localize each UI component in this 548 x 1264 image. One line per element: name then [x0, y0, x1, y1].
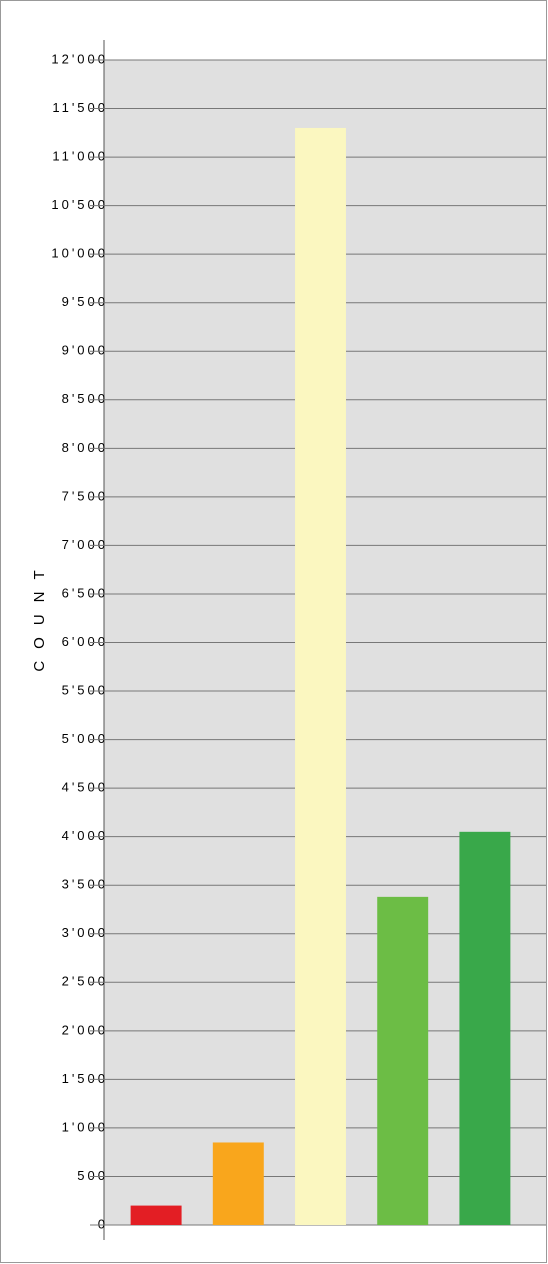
bar	[295, 127, 346, 1225]
y-tick-label: 9'500	[62, 294, 108, 309]
y-tick-label: 7'500	[62, 488, 108, 503]
y-tick-label: 500	[77, 1168, 108, 1183]
y-tick-label: 8'500	[62, 391, 108, 406]
y-tick-label: 10'500	[51, 197, 108, 212]
y-tick-label: 1'000	[62, 1119, 108, 1134]
y-tick-label: 4'000	[62, 828, 108, 843]
y-tick-label: 2'500	[62, 974, 108, 989]
y-tick-label: 1'500	[62, 1071, 108, 1086]
bar	[212, 1142, 264, 1225]
y-tick-label: 6'000	[62, 634, 108, 649]
y-tick-label: 7'000	[62, 537, 108, 552]
y-tick-label: 5'500	[62, 682, 108, 697]
y-tick-label: 6'500	[62, 585, 108, 600]
y-tick-label: 3'000	[62, 925, 108, 940]
y-tick-label: 4'500	[62, 780, 108, 795]
y-tick-label: 11'500	[52, 100, 108, 115]
y-tick-label: 0	[98, 1216, 108, 1231]
y-tick-label: 11'000	[52, 149, 108, 164]
y-tick-label: 10'000	[51, 246, 108, 261]
bar	[130, 1205, 182, 1225]
y-tick-label: 9'000	[62, 343, 108, 358]
y-tick-label: 8'000	[62, 440, 108, 455]
bar	[377, 896, 429, 1225]
bar	[459, 831, 511, 1225]
y-axis-title: COUNT	[31, 558, 48, 671]
y-tick-label: 2'000	[62, 1022, 108, 1037]
y-tick-label: 12'000	[51, 51, 108, 66]
y-tick-label: 5'000	[62, 731, 108, 746]
y-tick-label: 3'500	[62, 877, 108, 892]
